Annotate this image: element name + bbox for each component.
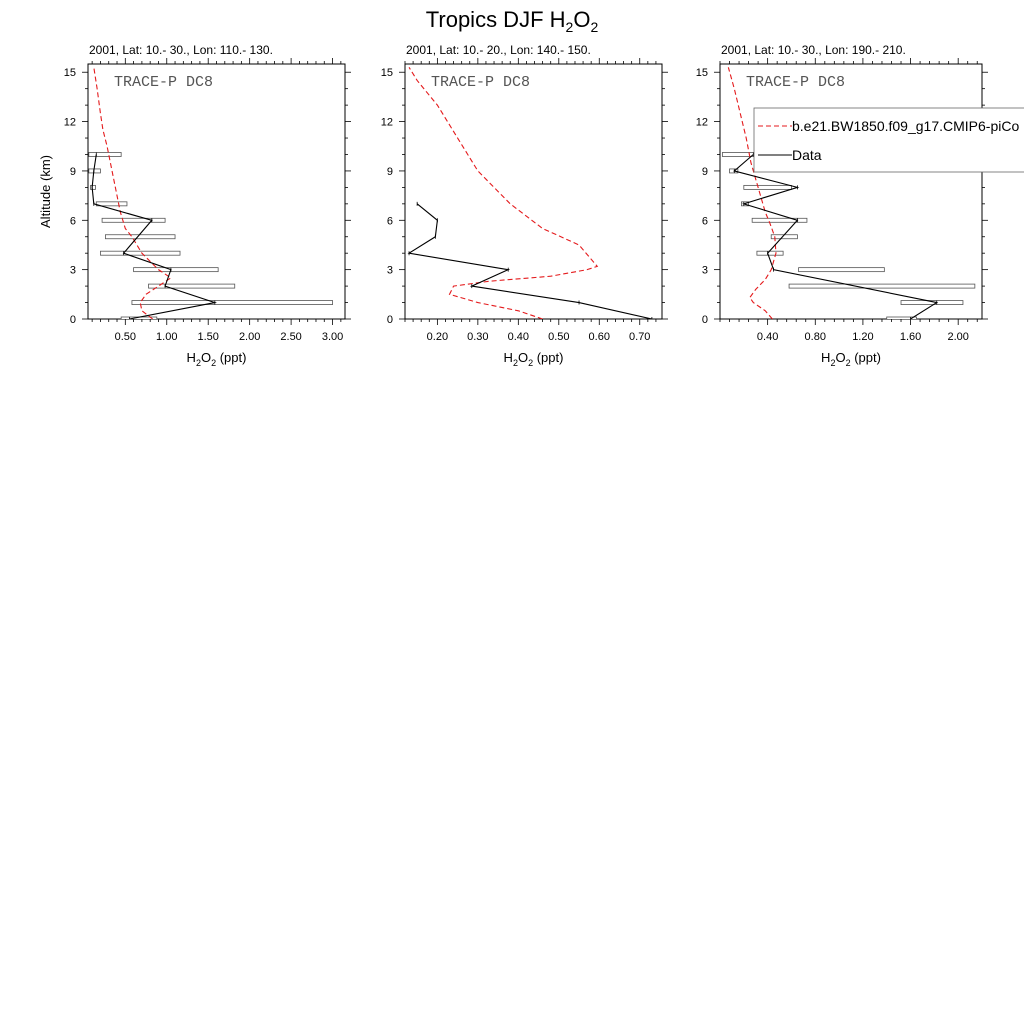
range-box	[721, 152, 757, 157]
legend-data-label: Data	[792, 147, 822, 163]
figure-title-sub1: 2	[566, 19, 574, 35]
x-axis-label-part: H	[504, 350, 513, 365]
y-tick-label: 0	[387, 314, 393, 326]
x-tick-label: 1.50	[197, 331, 218, 343]
panel-3: 2001, Lat: 10.- 30., Lon: 190.- 210. 0.40…	[696, 43, 988, 368]
y-tick-label: 12	[696, 117, 708, 129]
figure-title: Tropics DJF H2O2	[426, 7, 599, 35]
range-box	[95, 201, 128, 207]
range-box	[900, 300, 964, 305]
range-box	[88, 168, 101, 174]
x-tick-label: 2.00	[947, 331, 968, 343]
x-tick-label: 0.40	[508, 331, 529, 343]
y-axis-label: Altitude (km)	[38, 155, 53, 228]
data-line	[407, 203, 653, 319]
figure-title-mid: O	[573, 7, 590, 32]
panel-title: 2001, Lat: 10.- 30., Lon: 110.- 130.	[89, 43, 273, 57]
range-box	[88, 152, 122, 157]
x-tick-label: 0.50	[548, 331, 569, 343]
y-tick-label: 3	[70, 265, 76, 277]
x-axis-label-part: 2	[528, 358, 533, 368]
x-tick-label: 1.00	[156, 331, 177, 343]
y-tick-label: 9	[387, 166, 393, 178]
x-tick-label: 2.50	[280, 331, 301, 343]
range-box	[886, 316, 917, 319]
x-axis-label: H2O2 (ppt)	[821, 350, 881, 368]
range-box	[101, 217, 166, 223]
y-tick-label: 6	[70, 215, 76, 227]
y-tick-label: 3	[387, 265, 393, 277]
x-axis-label-part: 2	[513, 358, 518, 368]
model-line	[93, 67, 172, 319]
x-axis-label-part: O	[518, 350, 528, 365]
y-tick-label: 15	[696, 67, 708, 79]
range-box	[133, 267, 219, 273]
range-box	[751, 217, 808, 223]
x-axis-label-part: (ppt)	[216, 350, 246, 365]
x-tick-label: 3.00	[322, 331, 343, 343]
panel-1: 2001, Lat: 10.- 30., Lon: 110.- 130. 0.50…	[38, 43, 351, 368]
annotation-label: TRACE-P DC8	[746, 74, 845, 91]
range-box	[148, 283, 236, 289]
x-tick-label: 0.30	[467, 331, 488, 343]
plot-frame	[87, 63, 346, 320]
range-box	[743, 184, 792, 190]
range-box	[131, 300, 333, 305]
plot-frame	[404, 63, 663, 320]
x-axis-label-part: (ppt)	[851, 350, 881, 365]
model-line	[408, 67, 599, 319]
x-tick-label: 0.40	[757, 331, 778, 343]
panel-title: 2001, Lat: 10.- 30., Lon: 190.- 210.	[721, 43, 906, 57]
model-line	[727, 67, 777, 319]
y-tick-label: 3	[702, 265, 708, 277]
x-axis-label-part: O	[201, 350, 211, 365]
range-box	[90, 184, 96, 190]
y-tick-label: 15	[381, 67, 393, 79]
x-axis-label-part: O	[835, 350, 845, 365]
legend-model-label: b.e21.BW1850.f09_g17.CMIP6-piCo	[792, 118, 1019, 134]
x-axis-label-part: 2	[846, 358, 851, 368]
range-box	[756, 250, 784, 256]
x-tick-label: 1.60	[900, 331, 921, 343]
x-tick-label: 0.20	[427, 331, 448, 343]
y-tick-label: 0	[702, 314, 708, 326]
data-line	[91, 154, 218, 319]
panel-2: 2001, Lat: 10.- 20., Lon: 140.- 150. 0.20…	[381, 43, 668, 368]
x-axis-label: H2O2 (ppt)	[504, 350, 564, 368]
x-axis-label-part: 2	[196, 358, 201, 368]
x-tick-label: 0.80	[805, 331, 826, 343]
x-axis-label-part: 2	[830, 358, 835, 368]
y-tick-label: 6	[387, 215, 393, 227]
legend-box	[753, 107, 1024, 173]
x-tick-label: 0.70	[629, 331, 650, 343]
y-tick-label: 9	[702, 166, 708, 178]
x-tick-label: 0.60	[589, 331, 610, 343]
data-line	[733, 154, 939, 319]
figure-title-sub2: 2	[590, 19, 598, 35]
y-tick-label: 15	[64, 67, 76, 79]
plot-frame	[719, 63, 983, 320]
y-tick-label: 0	[70, 314, 76, 326]
x-axis-label: H2O2 (ppt)	[187, 350, 247, 368]
y-tick-label: 6	[702, 215, 708, 227]
x-tick-label: 2.00	[239, 331, 260, 343]
y-tick-label: 12	[64, 117, 76, 129]
x-axis-label-part: (ppt)	[533, 350, 563, 365]
range-box	[105, 234, 176, 240]
range-box	[788, 283, 976, 289]
panel-title: 2001, Lat: 10.- 20., Lon: 140.- 150.	[406, 43, 591, 57]
figure-title-main: Tropics DJF H	[426, 7, 566, 32]
y-tick-label: 9	[70, 166, 76, 178]
x-axis-label-part: H	[187, 350, 196, 365]
range-box	[798, 267, 885, 273]
x-axis-label-part: 2	[211, 358, 216, 368]
x-tick-label: 1.20	[852, 331, 873, 343]
range-box	[100, 250, 181, 256]
annotation-label: TRACE-P DC8	[114, 74, 213, 91]
x-axis-label-part: H	[821, 350, 830, 365]
annotation-label: TRACE-P DC8	[431, 74, 530, 91]
x-tick-label: 0.50	[115, 331, 136, 343]
y-tick-label: 12	[381, 117, 393, 129]
